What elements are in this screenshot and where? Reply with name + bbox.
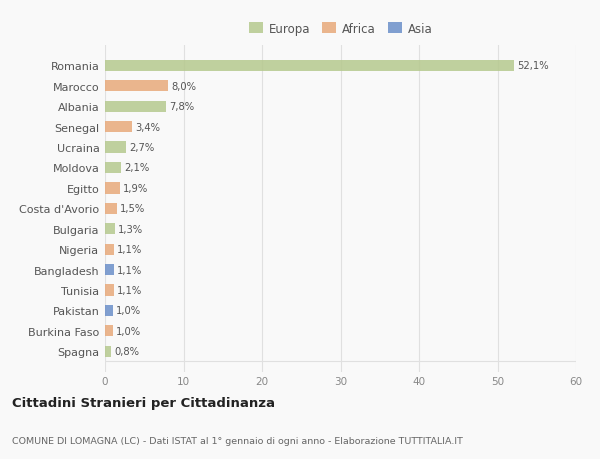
Text: 2,1%: 2,1%	[125, 163, 150, 173]
Text: 3,4%: 3,4%	[135, 123, 160, 132]
Bar	[105, 203, 117, 214]
Bar	[105, 325, 113, 336]
Bar	[105, 162, 121, 174]
Bar	[105, 285, 113, 296]
Text: 7,8%: 7,8%	[169, 102, 194, 112]
Text: 8,0%: 8,0%	[171, 82, 196, 92]
Legend: Europa, Africa, Asia: Europa, Africa, Asia	[245, 19, 436, 39]
Text: 1,1%: 1,1%	[117, 285, 142, 295]
Bar	[105, 81, 168, 92]
Text: 2,7%: 2,7%	[130, 143, 155, 153]
Text: 1,3%: 1,3%	[118, 224, 143, 234]
Text: Cittadini Stranieri per Cittadinanza: Cittadini Stranieri per Cittadinanza	[12, 396, 275, 409]
Bar	[105, 346, 111, 357]
Bar	[105, 224, 115, 235]
Text: COMUNE DI LOMAGNA (LC) - Dati ISTAT al 1° gennaio di ogni anno - Elaborazione TU: COMUNE DI LOMAGNA (LC) - Dati ISTAT al 1…	[12, 436, 463, 445]
Bar	[105, 142, 126, 153]
Text: 1,1%: 1,1%	[117, 265, 142, 275]
Text: 1,5%: 1,5%	[120, 204, 145, 214]
Text: 1,9%: 1,9%	[123, 184, 148, 194]
Bar	[105, 264, 113, 275]
Text: 52,1%: 52,1%	[517, 62, 549, 71]
Text: 1,1%: 1,1%	[117, 245, 142, 255]
Bar	[105, 61, 514, 72]
Text: 0,8%: 0,8%	[115, 347, 139, 356]
Bar	[105, 244, 113, 255]
Bar	[105, 101, 166, 112]
Bar	[105, 305, 113, 316]
Bar	[105, 122, 131, 133]
Text: 1,0%: 1,0%	[116, 306, 141, 316]
Text: 1,0%: 1,0%	[116, 326, 141, 336]
Bar	[105, 183, 120, 194]
